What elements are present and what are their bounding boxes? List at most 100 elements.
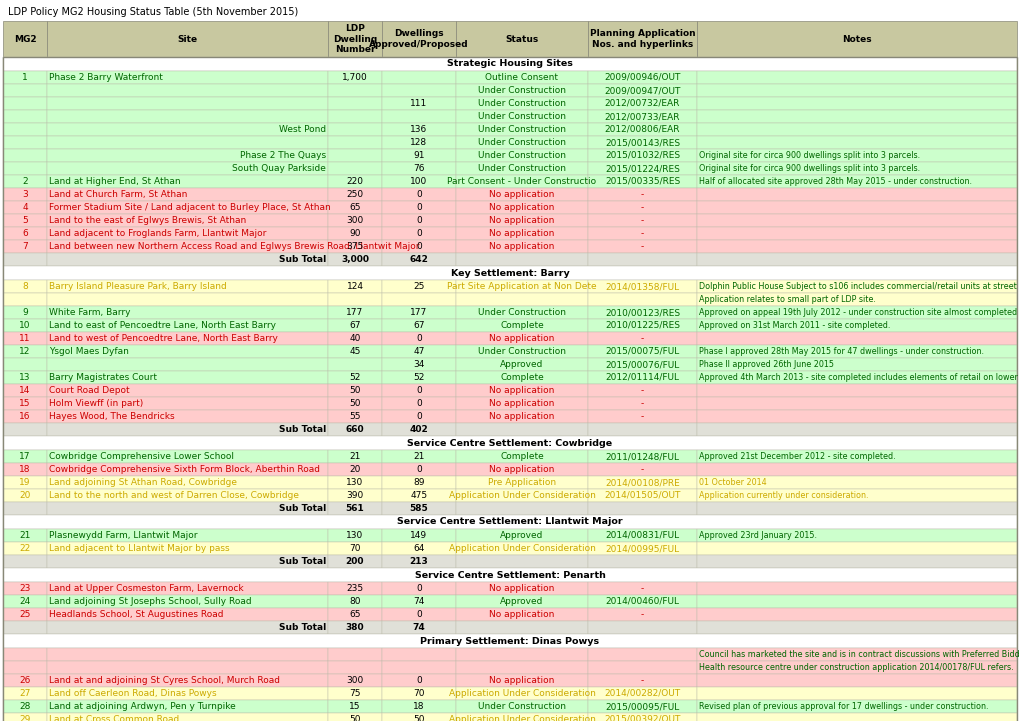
Bar <box>696 476 1016 489</box>
Bar <box>455 97 587 110</box>
Bar <box>382 201 455 214</box>
Bar <box>47 463 328 476</box>
Bar <box>696 253 1016 266</box>
Bar <box>328 463 382 476</box>
Bar <box>3 332 47 345</box>
Bar <box>328 529 382 542</box>
Bar <box>587 502 696 515</box>
Bar <box>455 345 587 358</box>
Text: -: - <box>640 203 643 212</box>
Text: 300: 300 <box>346 676 363 685</box>
Text: 561: 561 <box>345 504 364 513</box>
Text: 149: 149 <box>410 531 427 540</box>
Text: Sub Total: Sub Total <box>278 255 326 264</box>
Bar <box>328 71 382 84</box>
Text: Service Centre Settlement: Cowbridge: Service Centre Settlement: Cowbridge <box>407 438 612 448</box>
Bar <box>455 227 587 240</box>
Text: 2014/00108/PRE: 2014/00108/PRE <box>604 478 680 487</box>
Text: 64: 64 <box>413 544 424 553</box>
Text: Dwellings
Approved/Proposed: Dwellings Approved/Proposed <box>369 30 469 49</box>
Bar <box>696 110 1016 123</box>
Bar <box>3 253 47 266</box>
Text: 0: 0 <box>416 465 422 474</box>
Bar <box>382 306 455 319</box>
Bar <box>47 555 328 568</box>
Text: Land at and adjoining St Cyres School, Murch Road: Land at and adjoining St Cyres School, M… <box>49 676 280 685</box>
Bar <box>696 542 1016 555</box>
Bar <box>328 542 382 555</box>
Text: -: - <box>640 399 643 408</box>
Text: 34: 34 <box>413 360 424 369</box>
Bar <box>587 345 696 358</box>
Text: 21: 21 <box>19 531 31 540</box>
Bar <box>696 162 1016 175</box>
Text: No application: No application <box>489 610 554 619</box>
Bar <box>696 410 1016 423</box>
Bar <box>455 371 587 384</box>
Bar <box>455 332 587 345</box>
Bar <box>3 450 47 463</box>
Bar <box>3 568 1016 582</box>
Text: No application: No application <box>489 676 554 685</box>
Bar <box>328 358 382 371</box>
Bar <box>587 674 696 687</box>
Bar <box>3 345 47 358</box>
Bar <box>696 306 1016 319</box>
Text: Under Construction: Under Construction <box>478 125 566 134</box>
Text: 2015/00076/FUL: 2015/00076/FUL <box>605 360 679 369</box>
Bar <box>455 293 587 306</box>
Bar <box>328 123 382 136</box>
Bar <box>328 162 382 175</box>
Text: Land at Upper Cosmeston Farm, Lavernock: Land at Upper Cosmeston Farm, Lavernock <box>49 584 244 593</box>
Text: 0: 0 <box>416 216 422 225</box>
Bar <box>3 542 47 555</box>
Text: 67: 67 <box>348 321 361 330</box>
Text: -: - <box>640 386 643 395</box>
Text: Approved: Approved <box>500 597 543 606</box>
Bar <box>47 648 328 661</box>
Bar <box>47 97 328 110</box>
Text: 1: 1 <box>22 73 28 82</box>
Text: Site: Site <box>177 35 198 43</box>
Bar <box>587 306 696 319</box>
Text: Phase 2 The Quays: Phase 2 The Quays <box>239 151 326 160</box>
Bar <box>696 319 1016 332</box>
Bar <box>382 149 455 162</box>
Text: 2012/01114/FUL: 2012/01114/FUL <box>605 373 679 382</box>
Text: 90: 90 <box>348 229 361 238</box>
Text: Approved: Approved <box>500 531 543 540</box>
Bar <box>455 529 587 542</box>
Bar <box>455 149 587 162</box>
Bar <box>587 713 696 721</box>
Bar <box>3 162 47 175</box>
Bar <box>696 397 1016 410</box>
Text: Under Construction: Under Construction <box>478 151 566 160</box>
Text: LDP
Dwelling
Number: LDP Dwelling Number <box>332 24 377 54</box>
Bar <box>47 410 328 423</box>
Bar <box>328 306 382 319</box>
Text: 25: 25 <box>19 610 31 619</box>
Bar <box>47 397 328 410</box>
Bar <box>455 306 587 319</box>
Text: Under Construction: Under Construction <box>478 308 566 317</box>
Bar <box>455 648 587 661</box>
Bar <box>3 266 1016 280</box>
Bar <box>47 240 328 253</box>
Text: No application: No application <box>489 242 554 251</box>
Bar <box>47 227 328 240</box>
Text: -: - <box>640 584 643 593</box>
Bar <box>696 201 1016 214</box>
Text: 29: 29 <box>19 715 31 721</box>
Bar <box>696 227 1016 240</box>
Text: 177: 177 <box>346 308 363 317</box>
Bar <box>455 162 587 175</box>
Bar <box>587 687 696 700</box>
Bar <box>587 84 696 97</box>
Text: 0: 0 <box>416 334 422 343</box>
Bar <box>455 502 587 515</box>
Text: 3: 3 <box>22 190 28 199</box>
Text: 2015/00095/FUL: 2015/00095/FUL <box>605 702 679 711</box>
Text: Dolphin Public House Subject to s106 includes commercial/retail units at street : Dolphin Public House Subject to s106 inc… <box>698 282 1019 291</box>
Bar <box>382 410 455 423</box>
Bar <box>328 332 382 345</box>
